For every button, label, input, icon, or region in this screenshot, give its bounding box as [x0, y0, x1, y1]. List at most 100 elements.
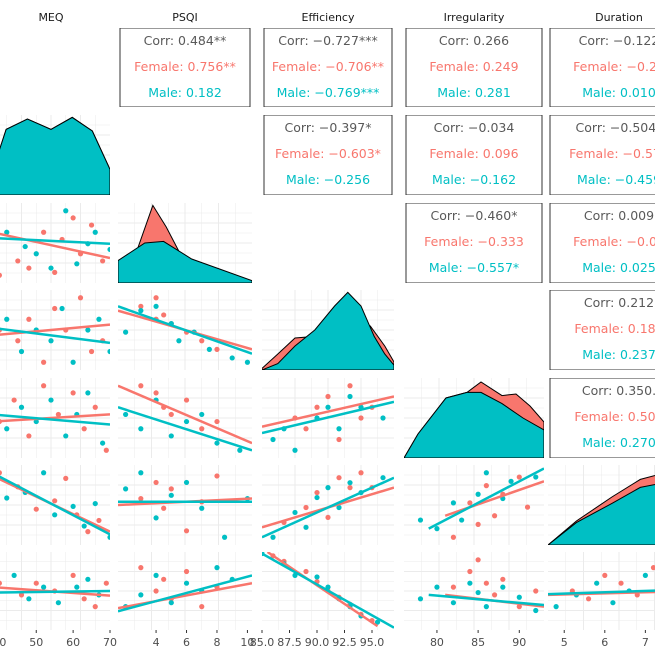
corr-overall-label: Corr: −0.034: [434, 120, 515, 135]
corr-panel: Corr: 0.212 Female: 0.180 Male: 0.237: [549, 290, 655, 370]
corr-male-label: Male: −0.557*: [429, 260, 519, 275]
point-female: [0, 272, 2, 278]
point-female: [161, 505, 167, 511]
corr-male-label: Male: 0.237: [582, 347, 655, 362]
point-male: [417, 596, 424, 602]
point-female: [183, 568, 190, 575]
point-female: [138, 303, 144, 309]
panel-grid: [0, 465, 110, 545]
point-male: [533, 474, 539, 480]
point-male: [26, 596, 32, 602]
corr-panel: Corr: 0.350. Female: 0.509 Male: 0.270: [549, 378, 655, 458]
point-female: [153, 390, 159, 396]
point-male: [467, 580, 473, 586]
point-male: [18, 348, 25, 355]
density-male: [0, 116, 110, 195]
panel-grid: [404, 552, 544, 630]
point-male: [533, 607, 539, 614]
corr-female-label: Female: −0.333: [424, 234, 524, 249]
panel-grid: [548, 552, 655, 630]
point-female: [138, 383, 144, 389]
point-male: [199, 505, 205, 511]
density-male: [118, 240, 252, 283]
corr-panel-border: [405, 28, 543, 107]
tick-label-meq: 60: [66, 636, 80, 649]
corr-male-label: Male: 0.025: [582, 260, 655, 275]
tick-label-efficiency: 85.0: [250, 636, 275, 649]
point-female: [41, 383, 47, 389]
corr-female-label: Female: 0.180: [574, 321, 655, 336]
point-male: [221, 534, 228, 540]
point-female: [358, 470, 364, 476]
point-male: [380, 415, 386, 421]
corr-panel-border: [549, 28, 655, 107]
corr-male-label: Male: −0.459: [577, 172, 655, 187]
fit-line-female: [118, 581, 252, 610]
point-female: [199, 426, 205, 432]
panel-grid: [548, 465, 655, 545]
point-female: [303, 426, 309, 432]
point-female: [55, 411, 61, 418]
point-male: [123, 486, 129, 492]
tick-label-efficiency: 87.5: [277, 636, 302, 649]
point-female: [161, 576, 167, 582]
point-male: [244, 359, 251, 365]
corr-male-label: Male: 0.182: [148, 85, 222, 100]
tick-label-psqi: 6: [183, 636, 190, 649]
point-male: [4, 426, 10, 432]
fit-line-male: [0, 589, 110, 594]
point-male: [138, 470, 144, 476]
point-male: [374, 619, 381, 625]
point-male: [483, 470, 489, 476]
point-male: [183, 479, 190, 486]
panel-grid: [262, 552, 394, 630]
point-male: [336, 504, 342, 511]
point-female: [199, 338, 205, 344]
point-female: [183, 528, 190, 534]
point-female: [524, 504, 531, 510]
corr-panel: Corr: 0.484** Female: 0.756** Male: 0.182: [119, 28, 251, 107]
panel-grid: [0, 203, 110, 283]
point-female: [650, 565, 655, 571]
point-female: [81, 426, 87, 432]
point-female: [314, 404, 320, 410]
tick-label-psqi: 10: [240, 636, 254, 649]
corr-female-label: Female: −0.28: [573, 59, 655, 74]
point-female: [214, 473, 220, 479]
point-female: [26, 316, 32, 322]
point-male: [85, 390, 91, 396]
point-female: [52, 498, 58, 504]
point-male: [292, 447, 298, 453]
panel-grid: [118, 290, 252, 370]
tick-label-duration: 6: [601, 636, 608, 649]
point-male: [138, 592, 144, 598]
column-header-psqi: PSQI: [172, 11, 198, 24]
point-male: [553, 604, 559, 610]
point-female: [41, 229, 47, 235]
column-header-duration: Duration: [595, 11, 643, 24]
corr-female-label: Female: 0.509: [574, 409, 655, 424]
corr-female-label: Female: −0.603*: [275, 146, 381, 161]
point-male: [475, 491, 481, 497]
point-female: [483, 580, 489, 586]
point-female: [33, 580, 39, 586]
corr-female-label: Female: −0.01: [573, 234, 655, 249]
fit-line-male: [548, 589, 655, 596]
point-male: [70, 359, 76, 365]
point-male: [85, 576, 91, 582]
point-female: [314, 489, 320, 496]
point-male: [48, 265, 54, 271]
point-male: [347, 393, 353, 400]
point-female: [96, 517, 102, 524]
density-male: [262, 291, 394, 370]
corr-overall-label: Corr: −0.122: [579, 33, 655, 48]
corr-male-label: Male: −0.162: [432, 172, 516, 187]
fit-line-male: [262, 400, 394, 435]
corr-male-label: Male: 0.281: [437, 85, 511, 100]
fit-line-female: [0, 413, 110, 423]
column-header-meq: MEQ: [38, 11, 63, 24]
point-female: [81, 596, 87, 602]
point-female: [183, 397, 190, 403]
